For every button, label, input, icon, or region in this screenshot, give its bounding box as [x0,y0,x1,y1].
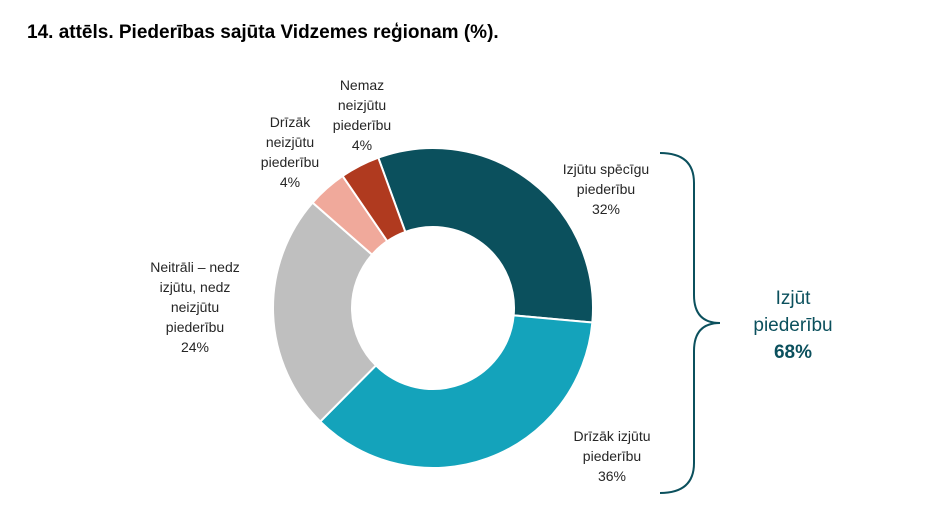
slice-label-line: 32% [592,201,620,217]
slice-label-line: 36% [598,468,626,484]
slice-label-line: izjūtu, nedz [160,279,231,295]
slice-label-line: piederību [261,154,319,170]
slice-label-line: 24% [181,339,209,355]
bracket-icon [659,152,721,494]
slice-label: Drīzāk izjūtu piederību 36% [573,428,650,484]
slice-label: Nemaz neizjūtu piederību 4% [333,77,391,153]
donut-slice [318,314,594,469]
chart-title: 14. attēls. Piederības sajūta Vidzemes r… [27,22,499,43]
slice-label-line: piederību [333,117,391,133]
slice-label-line: piederību [583,448,641,464]
slice-label-line: Drīzāk izjūtu [573,428,650,444]
donut-slice [272,201,378,423]
annotation-line1: Izjūt [776,288,812,309]
slice-label-line: 4% [280,174,300,190]
annotation-value: 68% [774,342,812,363]
slice-labels: Izjūtu spēcīgu piederību 32% Drīzāk izjūtu p… [150,77,650,484]
slice-label-line: piederību [577,181,635,197]
donut-slice [341,156,407,243]
slice-label-line: Neitrāli – nedz [150,259,240,275]
slice-label: Izjūtu spēcīgu piederību 32% [563,161,649,217]
donut-slices [272,147,594,469]
slice-label-line: Nemaz [340,77,384,93]
slice-label: Neitrāli – nedz izjūtu, nedz neizjūtu piede… [150,259,240,355]
slice-label: Drīzāk neizjūtu piederību 4% [261,114,319,190]
slice-label-line: neizjūtu [171,299,219,315]
slice-label-line: 4% [352,137,372,153]
annotation-line2: piederību [753,315,832,336]
slice-label-line: neizjūtu [266,134,314,150]
slice-label-line: Izjūtu spēcīgu [563,161,649,177]
slice-label-line: neizjūtu [338,97,386,113]
slice-label-line: Drīzāk [270,114,311,130]
slice-label-line: piederību [166,319,224,335]
donut-slice [376,147,594,324]
